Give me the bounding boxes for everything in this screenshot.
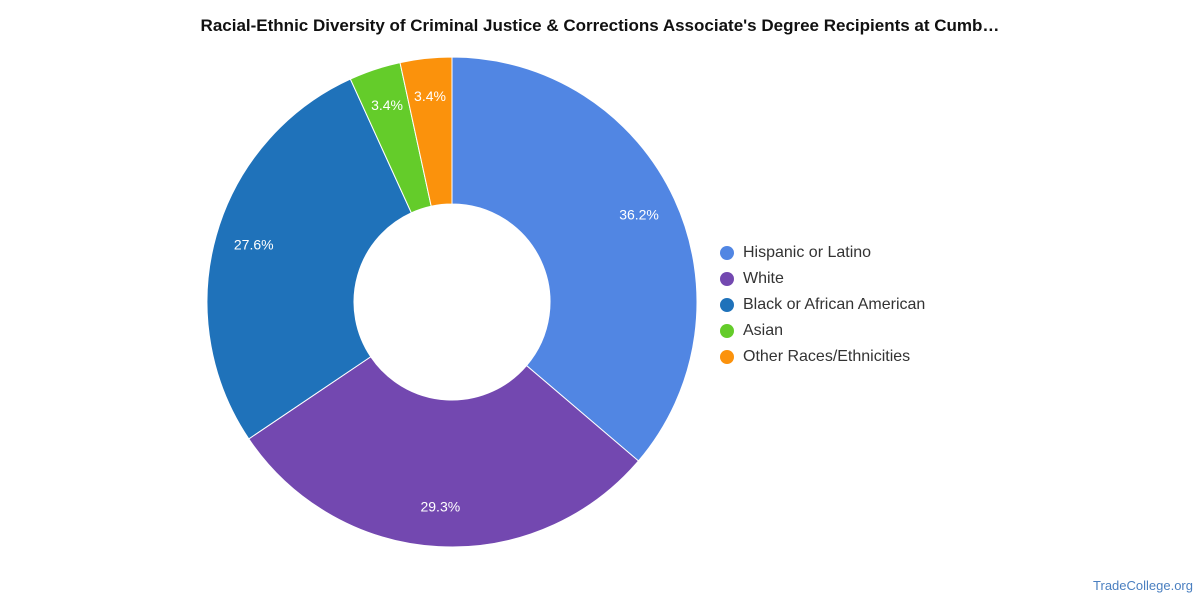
legend-item-asian[interactable]: Asian	[720, 318, 925, 344]
slice-black-or-african-american[interactable]	[206, 78, 413, 440]
slice-other-races-ethnicities[interactable]	[399, 56, 453, 207]
legend-label: Hispanic or Latino	[743, 244, 872, 261]
legend-swatch	[720, 246, 734, 260]
slice-label-white: 29.3%	[420, 498, 460, 514]
legend-swatch	[720, 350, 734, 364]
legend-item-white[interactable]: White	[720, 266, 925, 292]
legend-item-hispanic-or-latino[interactable]: Hispanic or Latino	[720, 240, 925, 266]
legend-label: Asian	[743, 322, 784, 339]
legend-item-other-races-ethnicities[interactable]: Other Races/Ethnicities	[720, 344, 925, 370]
slice-hispanic-or-latino[interactable]	[451, 56, 698, 462]
legend-label: Black or African American	[743, 296, 926, 313]
legend-swatch	[720, 324, 734, 338]
legend-item-black-or-african-american[interactable]: Black or African American	[720, 292, 925, 318]
slice-white[interactable]	[248, 356, 640, 548]
legend-label: White	[743, 270, 784, 287]
legend-swatch	[720, 298, 734, 312]
slice-label-other-races-ethnicities: 3.4%	[414, 88, 446, 104]
legend-label: Other Races/Ethnicities	[743, 348, 911, 365]
slice-label-black-or-african-american: 27.6%	[234, 237, 274, 253]
donut-slice-labels: 36.2% 29.3% 27.6% 3.4% 3.4%	[234, 88, 659, 514]
slice-label-asian: 3.4%	[371, 97, 403, 113]
slice-label-hispanic-or-latino: 36.2%	[619, 206, 659, 222]
watermark[interactable]: TradeCollege.org	[1093, 578, 1193, 593]
chart-legend: Hispanic or Latino White Black or African …	[720, 240, 925, 370]
donut-slices	[206, 56, 698, 548]
chart-title: Racial-Ethnic Diversity of Criminal Just…	[200, 16, 1000, 35]
legend-swatch	[720, 272, 734, 286]
